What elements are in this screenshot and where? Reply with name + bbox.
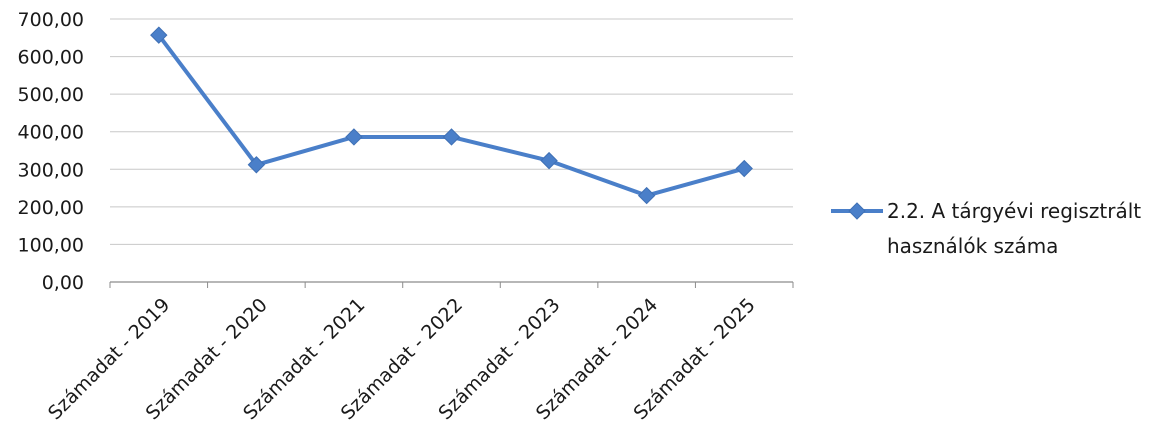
data-point-marker xyxy=(637,186,656,205)
data-point-marker xyxy=(247,156,266,174)
series-group xyxy=(150,26,753,205)
data-point-marker xyxy=(150,26,168,44)
data-point-marker xyxy=(540,151,558,170)
y-tick-label: 200,00 xyxy=(18,197,84,219)
y-tick-label: 100,00 xyxy=(18,234,84,256)
legend-marker-icon xyxy=(848,202,866,220)
y-tick-label: 400,00 xyxy=(18,122,84,144)
y-axis-ticks: 700,00 600,00 500,00 400,00 300,00 200,00 100,… xyxy=(18,9,84,294)
y-tick-label: 700,00 xyxy=(18,9,84,31)
y-tick-label: 300,00 xyxy=(18,159,84,181)
y-tick-label: 600,00 xyxy=(18,47,84,69)
legend-label: használók száma xyxy=(887,234,1058,258)
legend: 2.2. A tárgyévi regisztrált használók szá… xyxy=(831,199,1141,258)
series-line xyxy=(156,33,747,198)
legend-label: 2.2. A tárgyévi regisztrált xyxy=(887,199,1141,223)
data-point-marker xyxy=(442,128,461,146)
y-tick-label: 0,00 xyxy=(42,272,84,294)
data-point-marker xyxy=(735,159,753,178)
y-tick-label: 500,00 xyxy=(18,84,84,106)
data-point-marker xyxy=(345,128,363,146)
gridlines xyxy=(110,18,793,245)
